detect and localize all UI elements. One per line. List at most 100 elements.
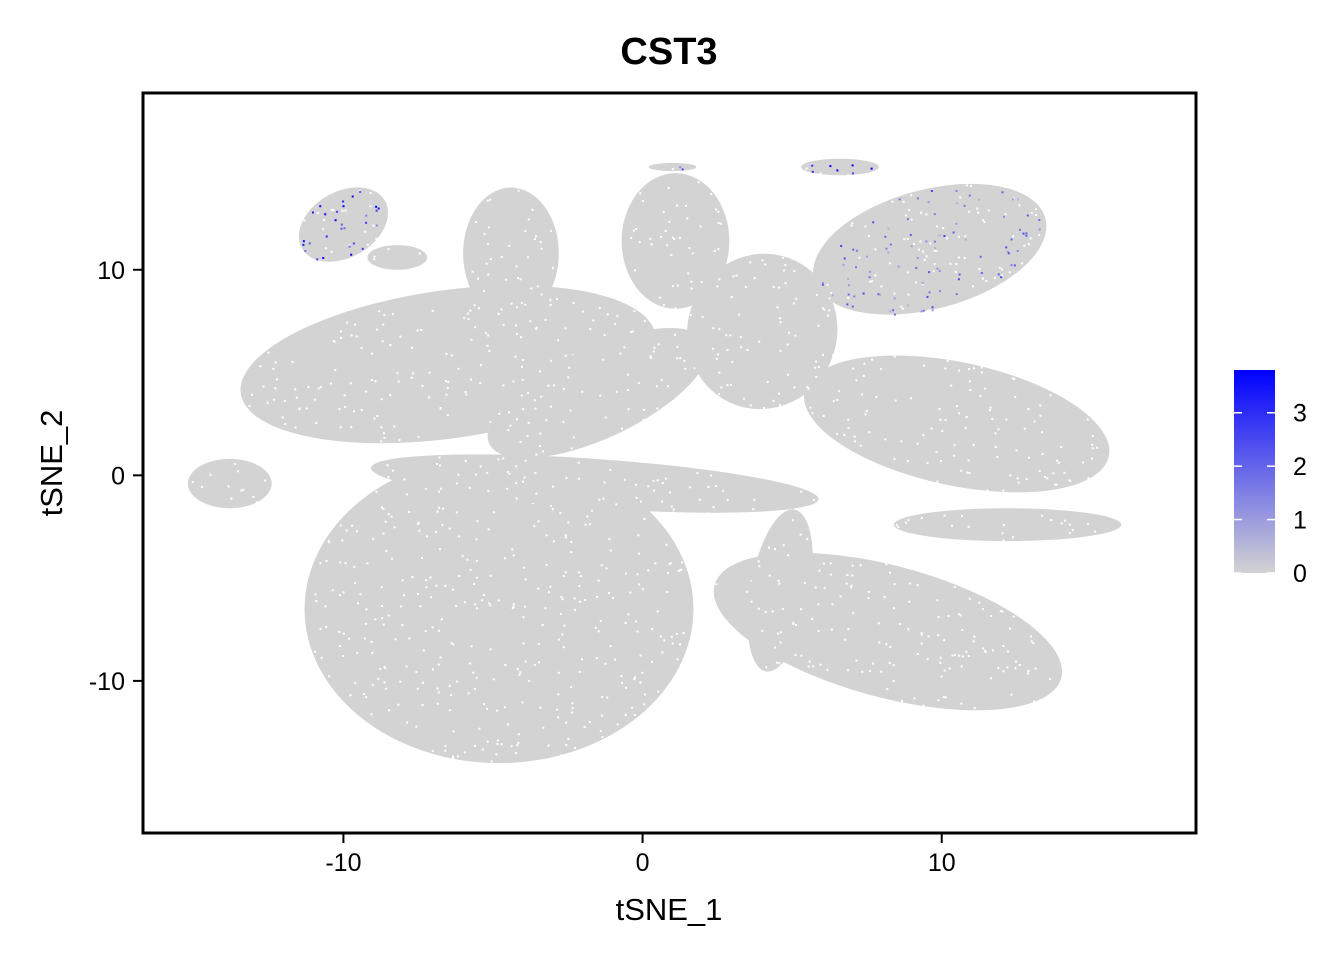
- point: [441, 524, 444, 527]
- point: [369, 205, 372, 208]
- point: [960, 665, 963, 668]
- point: [452, 730, 455, 733]
- point: [779, 641, 782, 644]
- point: [255, 501, 258, 504]
- point: [325, 626, 328, 628]
- point: [638, 583, 641, 586]
- point: [979, 395, 982, 398]
- point: [997, 428, 1000, 431]
- point: [322, 228, 324, 231]
- point: [934, 247, 937, 250]
- point: [523, 605, 526, 608]
- point: [937, 699, 940, 702]
- point: [778, 404, 781, 407]
- point: [619, 352, 622, 355]
- point: [1068, 479, 1071, 482]
- point: [584, 599, 587, 601]
- point: [508, 244, 511, 247]
- point: [697, 181, 700, 184]
- point: [344, 209, 347, 212]
- point: [526, 435, 529, 437]
- point: [508, 472, 511, 475]
- point: [664, 230, 667, 232]
- point: [680, 561, 683, 564]
- point: [1041, 514, 1044, 517]
- point: [342, 632, 345, 635]
- point: [295, 396, 298, 399]
- point: [968, 597, 971, 600]
- point: [625, 572, 628, 575]
- point: [1091, 443, 1094, 446]
- cluster-left-small-2: [367, 245, 428, 270]
- point: [846, 574, 849, 576]
- point: [547, 744, 550, 747]
- point: [718, 278, 721, 281]
- point: [679, 643, 681, 646]
- point: [768, 574, 771, 577]
- point: [557, 638, 560, 641]
- point: [354, 323, 356, 326]
- point: [381, 340, 384, 343]
- point: [379, 667, 382, 670]
- point: [354, 582, 356, 585]
- point: [563, 624, 566, 627]
- point: [475, 473, 477, 476]
- point: [515, 465, 518, 468]
- point: [811, 617, 814, 620]
- point: [738, 313, 740, 316]
- point: [370, 713, 373, 716]
- point: [939, 656, 942, 659]
- point: [641, 588, 644, 591]
- point: [1012, 198, 1015, 201]
- point: [822, 562, 825, 565]
- point: [1021, 262, 1024, 265]
- point: [674, 307, 677, 310]
- point: [901, 307, 904, 310]
- point: [921, 281, 924, 284]
- point: [421, 556, 423, 559]
- point: [781, 256, 784, 259]
- point: [324, 605, 327, 608]
- point: [467, 692, 470, 695]
- point: [388, 709, 391, 712]
- point: [609, 468, 612, 471]
- point: [986, 489, 989, 492]
- point: [308, 242, 311, 245]
- point: [450, 642, 453, 645]
- point: [533, 663, 536, 666]
- point: [635, 620, 637, 623]
- point: [953, 444, 956, 447]
- point: [1054, 483, 1057, 486]
- point: [893, 607, 895, 610]
- point: [1025, 234, 1028, 237]
- point: [964, 426, 967, 429]
- point: [847, 293, 850, 296]
- point: [966, 471, 969, 474]
- point: [682, 632, 685, 635]
- point: [547, 384, 550, 387]
- point: [639, 192, 642, 195]
- point: [933, 240, 936, 243]
- point: [764, 611, 767, 614]
- point: [589, 328, 592, 331]
- point: [605, 567, 608, 570]
- point: [850, 224, 853, 227]
- x-tick-label: -10: [325, 849, 361, 877]
- point: [774, 548, 776, 550]
- point: [571, 711, 574, 714]
- point: [267, 351, 270, 354]
- point: [1041, 453, 1044, 456]
- point: [887, 251, 890, 254]
- point: [735, 274, 738, 277]
- point: [571, 707, 574, 709]
- point: [920, 517, 923, 519]
- point: [850, 584, 853, 587]
- point: [539, 445, 541, 448]
- point: [916, 442, 919, 445]
- point: [758, 565, 761, 568]
- point: [836, 169, 839, 172]
- point: [535, 327, 538, 330]
- point: [209, 473, 212, 476]
- point: [765, 666, 768, 669]
- point: [885, 563, 888, 566]
